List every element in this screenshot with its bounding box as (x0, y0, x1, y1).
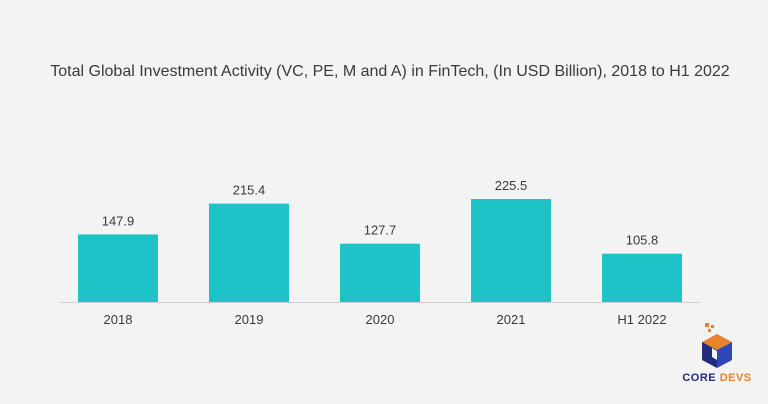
bar-h1-2022 (602, 253, 682, 302)
bar-2019 (209, 203, 289, 302)
logo-text: CORE DEVS (677, 372, 757, 384)
data-label: 215.4 (233, 183, 266, 198)
x-tick-label: H1 2022 (617, 312, 666, 327)
data-label: 147.9 (102, 213, 135, 228)
logo-word-devs: DEVS (719, 372, 752, 384)
data-label: 127.7 (364, 223, 397, 238)
bar-2021 (471, 199, 551, 302)
chart-title: Total Global Investment Activity (VC, PE… (50, 63, 730, 80)
core-devs-logo: CORE DEVS (677, 322, 757, 394)
x-tick-label: 2020 (366, 312, 395, 327)
data-label: 105.8 (626, 233, 659, 248)
logo-word-core: CORE (682, 372, 717, 384)
x-tick-label: 2018 (104, 312, 133, 327)
x-tick-label: 2019 (235, 312, 264, 327)
x-tick-label: 2021 (497, 312, 526, 327)
data-label: 225.5 (495, 178, 528, 193)
bar-2018 (78, 234, 158, 302)
logo-cube-icon (702, 323, 732, 368)
bar-2020 (340, 243, 420, 302)
